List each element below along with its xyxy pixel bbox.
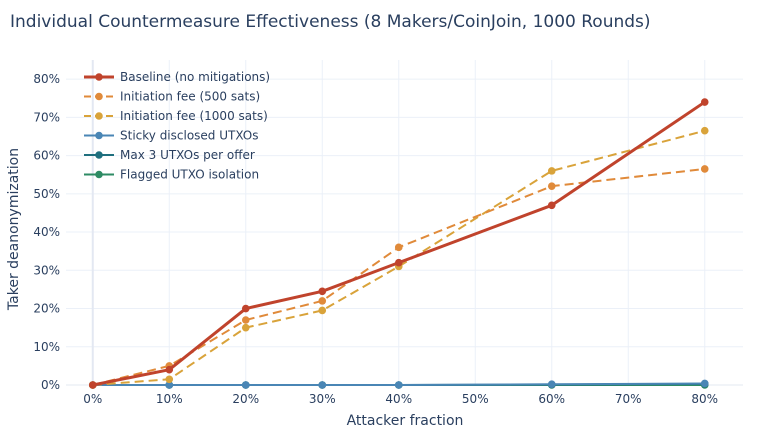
data-series bbox=[88, 98, 709, 389]
legend-label: Initiation fee (500 sats) bbox=[120, 90, 260, 104]
y-axis-title: Taker deanonymization bbox=[6, 148, 22, 311]
data-point bbox=[394, 243, 403, 252]
data-point bbox=[547, 380, 556, 389]
x-tick-label: 40% bbox=[385, 392, 412, 406]
data-point bbox=[700, 379, 709, 388]
series-group bbox=[88, 165, 709, 389]
legend-label: Baseline (no mitigations) bbox=[120, 70, 270, 84]
x-tick-label: 20% bbox=[232, 392, 259, 406]
data-point bbox=[700, 98, 709, 106]
data-point bbox=[165, 381, 174, 389]
data-point bbox=[318, 306, 327, 315]
y-tick-label: 70% bbox=[33, 110, 60, 124]
data-point bbox=[318, 381, 327, 389]
legend-swatch-marker bbox=[95, 92, 103, 101]
y-tick-label: 30% bbox=[33, 263, 60, 277]
data-point bbox=[318, 297, 327, 305]
y-tick-label: 80% bbox=[33, 72, 60, 86]
axes: 0% 10% 20% 30% 40% 50% 60% 70% 80% 0% 10% 20% 30% 40%… bbox=[33, 72, 743, 406]
x-tick-label: 50% bbox=[462, 392, 489, 406]
legend-swatch-marker bbox=[95, 151, 103, 159]
legend-item: Flagged UTXO isolation bbox=[84, 168, 259, 182]
data-point bbox=[547, 182, 556, 190]
data-point bbox=[547, 167, 556, 175]
gridlines bbox=[66, 60, 743, 386]
legend-swatch-marker bbox=[95, 170, 103, 179]
data-point bbox=[165, 365, 174, 374]
legend-swatch-marker bbox=[95, 131, 103, 140]
legend-item: Sticky disclosed UTXOs bbox=[84, 129, 259, 143]
y-tick-label: 0% bbox=[41, 378, 60, 392]
data-point bbox=[394, 381, 403, 389]
data-point bbox=[241, 381, 250, 389]
x-tick-label: 80% bbox=[691, 392, 718, 406]
x-tick-label: 70% bbox=[615, 392, 642, 406]
legend-swatch-marker bbox=[95, 112, 103, 120]
data-point bbox=[241, 316, 250, 324]
data-point bbox=[241, 323, 250, 332]
data-point bbox=[700, 165, 709, 173]
series-group bbox=[88, 98, 709, 389]
legend-label: Sticky disclosed UTXOs bbox=[120, 129, 259, 143]
x-axis-title: Attacker fraction bbox=[347, 413, 464, 429]
y-tick-label: 20% bbox=[33, 302, 60, 316]
y-tick-label: 10% bbox=[33, 340, 60, 354]
data-point bbox=[241, 304, 250, 313]
y-tick-label: 50% bbox=[33, 187, 60, 201]
legend-item: Baseline (no mitigations) bbox=[84, 70, 270, 84]
legend-item: Max 3 UTXOs per offer bbox=[84, 148, 255, 162]
legend: Baseline (no mitigations) Initiation fee … bbox=[84, 70, 270, 182]
data-point bbox=[547, 201, 556, 210]
data-point bbox=[88, 381, 97, 389]
data-point bbox=[700, 126, 709, 135]
x-tick-label: 30% bbox=[309, 392, 336, 406]
y-tick-label: 40% bbox=[33, 225, 60, 239]
legend-item: Initiation fee (500 sats) bbox=[84, 90, 260, 104]
x-tick-label: 60% bbox=[538, 392, 565, 406]
legend-swatch-marker bbox=[95, 73, 103, 81]
x-tick-label: 10% bbox=[156, 392, 183, 406]
data-point bbox=[318, 287, 327, 296]
chart-title: Individual Countermeasure Effectiveness … bbox=[10, 12, 651, 32]
legend-label: Max 3 UTXOs per offer bbox=[120, 148, 255, 162]
legend-item: Initiation fee (1000 sats) bbox=[84, 109, 268, 123]
legend-label: Initiation fee (1000 sats) bbox=[120, 109, 268, 123]
y-tick-label: 60% bbox=[33, 149, 60, 163]
data-point bbox=[394, 258, 403, 267]
legend-label: Flagged UTXO isolation bbox=[120, 168, 259, 182]
data-point bbox=[165, 375, 174, 384]
x-tick-label: 0% bbox=[83, 392, 102, 406]
